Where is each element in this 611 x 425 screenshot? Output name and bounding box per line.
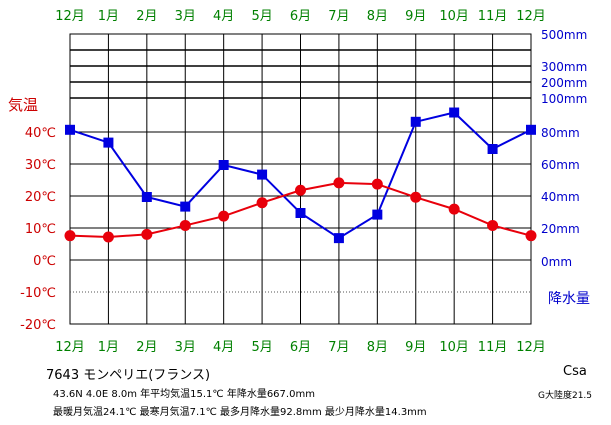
precipitation-point [295,208,306,218]
precipitation-tick-label: 80mm [541,126,580,140]
top-month-label: 9月 [405,9,426,24]
top-month-label: 7月 [328,9,349,24]
precipitation-point [180,201,191,212]
temperature-tick-label: -10℃ [20,286,56,301]
grid-lines [69,33,532,325]
precipitation-tick-label: 40mm [541,190,580,204]
top-month-label: 6月 [290,9,311,24]
precipitation-tick-label: 20mm [541,222,580,236]
temperature-tick-label: 10℃ [25,222,56,237]
temperature-point [525,230,537,242]
temperature-series [64,177,537,243]
precipitation-point [526,124,536,135]
temperature-point [64,230,76,242]
temperature-point [179,219,191,231]
top-month-label: 11月 [478,9,508,24]
top-month-label: 10月 [439,9,469,24]
temperature-tick-label: 0℃ [33,254,56,269]
station-extremes: 最暖月気温24.1℃ 最寒月気温7.1℃ 最多月降水量92.8mm 最少月降水量… [53,407,427,418]
bottom-month-label: 6月 [290,340,311,355]
precipitation-tick-label: 200mm [541,76,587,90]
precipitation-point [333,233,344,244]
temperature-point [218,210,230,222]
precipitation-tick-label: 100mm [541,92,587,106]
precipitation-point [487,144,498,154]
bottom-month-label: 4月 [213,340,234,355]
temperature-axis-title: 気温 [8,96,38,114]
top-month-label: 12月 [516,9,546,24]
temperature-point [371,178,383,190]
bottom-month-label: 11月 [478,340,508,355]
temperature-point [102,231,114,243]
bottom-month-label: 10月 [439,340,469,355]
precipitation-axis-title: 降水量 [548,291,590,307]
precipitation-point [449,107,460,118]
bottom-month-label: 7月 [328,340,349,355]
bottom-month-labels: 12月 1月 2月 3月 4月 5月 6月 7月 8月 9月 10月 11月 12月 [55,340,546,355]
precipitation-point [103,137,114,148]
temperature-tick-label: -20℃ [20,318,56,333]
temperature-point [487,219,499,231]
bottom-month-label: 1月 [98,340,119,355]
temperature-point [410,191,422,203]
temperature-point [256,197,268,209]
top-month-label: 4月 [213,9,234,24]
bottom-month-label: 5月 [251,340,272,355]
precipitation-point [410,116,421,127]
bottom-month-label: 12月 [516,340,546,355]
bottom-month-label: 12月 [55,340,85,355]
precipitation-point [65,124,75,135]
bottom-month-label: 3月 [175,340,196,355]
precipitation-point [218,160,229,170]
precipitation-tick-label: 500mm [541,28,587,42]
temperature-point [295,184,306,196]
precipitation-tick-labels: 500mm 300mm 200mm 100mm 80mm 60mm 40mm 20mm 0mm [541,28,587,269]
precipitation-tick-label: 300mm [541,60,587,74]
temperature-point [141,228,153,240]
bottom-month-label: 2月 [136,340,157,355]
top-month-label: 2月 [136,9,157,24]
precipitation-point [257,169,268,180]
precipitation-tick-label: 60mm [541,158,580,172]
temperature-tick-label: 20℃ [25,190,56,205]
continentality-index: G大陸度21.5 [538,391,593,401]
temperature-point [448,203,460,215]
temperature-tick-label: 30℃ [25,158,56,173]
precipitation-tick-label: 0mm [541,255,572,269]
climate-code: Csa [563,364,587,379]
top-month-label: 8月 [367,9,388,24]
top-month-labels: 12月 1月 2月 3月 4月 5月 6月 7月 8月 9月 10月 11月 12月 [55,9,546,24]
top-month-label: 3月 [175,9,196,24]
bottom-month-label: 9月 [405,340,426,355]
precipitation-series [65,107,536,244]
bottom-month-label: 8月 [367,340,388,355]
top-month-label: 1月 [98,9,119,24]
station-title: 7643 モンペリエ(フランス) [46,368,211,383]
temperature-point [333,177,345,189]
top-month-label: 12月 [55,9,85,24]
station-coordinates: 43.6N 4.0E 8.0m 年平均気温15.1℃ 年降水量667.0mm [53,389,315,400]
temperature-tick-label: 40℃ [25,126,56,141]
precipitation-point [141,192,152,202]
top-month-label: 5月 [251,9,272,24]
temperature-tick-labels: 40℃ 30℃ 20℃ 10℃ 0℃ -10℃ -20℃ [20,126,56,333]
precipitation-point [372,209,383,220]
